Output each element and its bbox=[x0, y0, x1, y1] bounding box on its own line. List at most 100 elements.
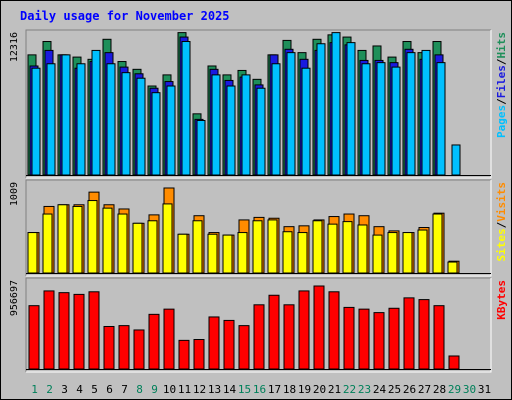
bar-kbytes-kbytes-day-22 bbox=[343, 306, 355, 370]
bar-kbytes-kbytes-day-15 bbox=[238, 325, 250, 370]
day-label-9: 9 bbox=[151, 383, 158, 396]
bar-hits-pages-day-7 bbox=[121, 72, 131, 176]
bar-visits-sites-day-4 bbox=[72, 205, 83, 274]
bar-kbytes-kbytes-day-29 bbox=[448, 355, 460, 370]
bar-visits-sites-day-21 bbox=[327, 223, 338, 274]
bar-kbytes-kbytes-day-9 bbox=[148, 313, 160, 370]
legend-entry-slash: / bbox=[495, 98, 508, 105]
bar-visits-sites-day-14 bbox=[222, 234, 233, 274]
bar-visits-sites-day-9 bbox=[147, 220, 158, 274]
bar-kbytes-kbytes-day-12 bbox=[193, 339, 205, 370]
bar-visits-sites-day-28 bbox=[432, 213, 443, 274]
legend-entry-visits: Visits bbox=[495, 182, 508, 222]
bar-hits-pages-day-25 bbox=[391, 66, 401, 176]
bar-visits-sites-day-3 bbox=[57, 204, 68, 274]
bar-hits-pages-day-2 bbox=[46, 63, 56, 176]
bar-hits-pages-day-26 bbox=[406, 52, 416, 176]
bar-kbytes-kbytes-day-23 bbox=[358, 308, 370, 370]
day-label-30: 30 bbox=[463, 383, 476, 396]
bar-hits-pages-day-5 bbox=[91, 49, 101, 176]
day-label-11: 11 bbox=[178, 383, 191, 396]
legend-entry-slash: / bbox=[495, 221, 508, 228]
bar-kbytes-kbytes-day-27 bbox=[418, 299, 430, 370]
bar-visits-sites-day-23 bbox=[357, 224, 368, 274]
legend-entry-slash: / bbox=[495, 58, 508, 65]
max-label-visits: 1009 bbox=[9, 182, 20, 206]
bar-hits-pages-day-23 bbox=[361, 63, 371, 176]
plot-border-dark-kbytes bbox=[25, 277, 491, 372]
bar-kbytes-kbytes-day-28 bbox=[433, 305, 445, 370]
bar-visits-sites-day-1 bbox=[27, 232, 38, 274]
day-label-24: 24 bbox=[373, 383, 387, 396]
day-label-8: 8 bbox=[136, 383, 143, 396]
bar-visits-sites-day-20 bbox=[312, 220, 323, 274]
bar-visits-sites-day-27 bbox=[417, 229, 428, 274]
bar-kbytes-kbytes-day-19 bbox=[298, 290, 310, 370]
bar-kbytes-kbytes-day-4 bbox=[73, 293, 85, 370]
panel-kbytes: 956697 KBytes bbox=[9, 277, 508, 373]
bar-kbytes-kbytes-day-26 bbox=[403, 297, 415, 370]
legend-entry-kbytes: KBytes bbox=[495, 280, 508, 320]
day-label-20: 20 bbox=[313, 383, 326, 396]
day-label-18: 18 bbox=[283, 383, 296, 396]
legend-entry-pages: Pages bbox=[495, 105, 508, 138]
bar-visits-sites-day-19 bbox=[297, 232, 308, 274]
plot-border-light-kbytes bbox=[26, 278, 492, 373]
bar-kbytes-kbytes-day-21 bbox=[328, 291, 340, 370]
bar-kbytes-kbytes-day-11 bbox=[178, 339, 190, 370]
day-label-3: 3 bbox=[61, 383, 68, 396]
chart-panels: 12316Pages/Files/Hits1009Sites/Visits956… bbox=[9, 29, 508, 373]
bar-hits-pages-day-6 bbox=[106, 63, 116, 176]
day-label-21: 21 bbox=[328, 383, 341, 396]
bar-hits-pages-day-22 bbox=[346, 42, 356, 176]
chart-title: Daily usage for November 2025 bbox=[20, 9, 230, 23]
bar-visits-sites-day-16 bbox=[252, 220, 263, 274]
day-label-12: 12 bbox=[193, 383, 206, 396]
bar-hits-pages-day-27 bbox=[421, 49, 431, 176]
plot-border-dark-visits bbox=[25, 179, 491, 276]
bar-hits-pages-day-9 bbox=[151, 92, 161, 176]
day-label-26: 26 bbox=[403, 383, 416, 396]
bar-hits-pages-day-20 bbox=[316, 43, 326, 176]
bar-kbytes-kbytes-day-7 bbox=[118, 325, 130, 370]
bar-hits-pages-day-10 bbox=[166, 85, 176, 176]
bar-hits-pages-day-4 bbox=[76, 63, 86, 176]
legend-kbytes: KBytes bbox=[495, 280, 508, 320]
bar-visits-sites-day-17 bbox=[267, 219, 278, 274]
max-label-hits: 12316 bbox=[9, 32, 20, 62]
day-label-16: 16 bbox=[253, 383, 266, 396]
bar-visits-sites-day-5 bbox=[87, 200, 98, 274]
bar-visits-sites-day-15 bbox=[237, 232, 248, 274]
bar-visits-sites-day-10 bbox=[162, 203, 173, 274]
bar-hits-pages-day-1 bbox=[31, 67, 41, 176]
bar-visits-sites-day-11 bbox=[177, 233, 188, 274]
bar-kbytes-kbytes-day-1 bbox=[28, 305, 40, 370]
day-label-2: 2 bbox=[46, 383, 53, 396]
bar-hits-pages-day-15 bbox=[241, 74, 251, 176]
bar-hits-pages-day-18 bbox=[286, 52, 296, 176]
bar-hits-pages-day-19 bbox=[301, 67, 311, 176]
day-label-15: 15 bbox=[238, 383, 251, 396]
day-label-6: 6 bbox=[106, 383, 113, 396]
bar-hits-pages-day-11 bbox=[181, 41, 191, 176]
day-label-10: 10 bbox=[163, 383, 176, 396]
bar-hits-pages-day-17 bbox=[271, 63, 281, 176]
bar-kbytes-kbytes-day-17 bbox=[268, 294, 280, 370]
bar-hits-pages-day-28 bbox=[436, 62, 446, 176]
day-label-27: 27 bbox=[418, 383, 431, 396]
day-label-29: 29 bbox=[448, 383, 461, 396]
plot-border-light-hits bbox=[26, 30, 492, 179]
max-label-kbytes: 956697 bbox=[9, 280, 20, 316]
day-label-19: 19 bbox=[298, 383, 311, 396]
bar-kbytes-kbytes-day-10 bbox=[163, 308, 175, 370]
day-label-1: 1 bbox=[31, 383, 38, 396]
day-label-14: 14 bbox=[223, 383, 237, 396]
day-label-17: 17 bbox=[268, 383, 281, 396]
bar-kbytes-kbytes-day-2 bbox=[43, 290, 55, 370]
bar-hits-pages-day-16 bbox=[256, 87, 266, 176]
bar-hits-pages-day-14 bbox=[226, 85, 236, 176]
bar-visits-sites-day-18 bbox=[282, 231, 293, 274]
bar-visits-sites-day-6 bbox=[102, 207, 113, 274]
